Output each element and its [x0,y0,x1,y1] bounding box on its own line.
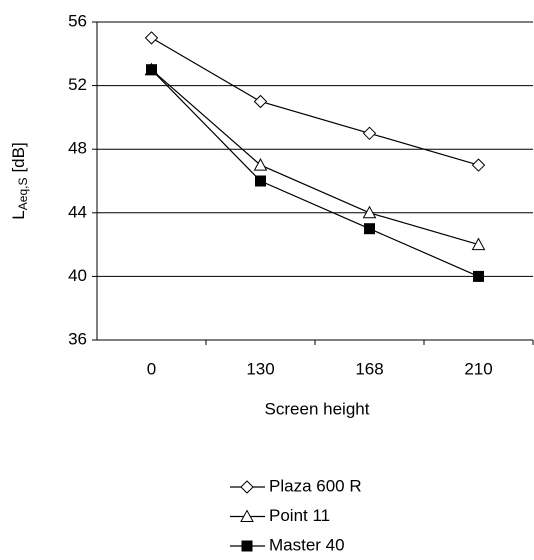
legend-marker [241,540,253,552]
y-tick-label: 52 [68,75,87,94]
y-label-main: L [9,210,28,219]
point [144,31,159,45]
legend-label: Point 11 [269,506,330,525]
legend-label: Master 40 [269,535,345,554]
x-tick-label: 168 [355,359,383,378]
legend-marker [240,480,254,494]
point [362,205,377,219]
point [146,64,157,76]
point [364,223,375,235]
y-tick-label: 40 [68,266,87,285]
y-tick-label: 56 [68,11,87,30]
point [471,158,486,172]
point [362,126,377,141]
legend-marker [240,509,254,522]
y-label-unit: [dB] [9,142,28,172]
point [253,158,268,171]
y-tick-label: 36 [68,329,87,348]
y-label-sub: Aeq,S [16,178,30,211]
series-line [151,37,479,166]
point [255,175,266,187]
x-tick-label: 130 [246,359,274,378]
point [473,270,484,282]
y-tick-label: 48 [68,139,87,158]
x-axis-label: Screen height [265,399,370,418]
point [471,237,486,251]
x-tick-label: 0 [147,359,156,378]
legend-label: Plaza 600 R [269,476,362,495]
series-line [151,69,479,277]
series-line [151,69,479,246]
x-tick-label: 210 [464,359,492,378]
y-tick-label: 44 [68,202,87,221]
point [253,94,268,109]
y-axis-label: LAeq,S [dB] [9,142,30,219]
